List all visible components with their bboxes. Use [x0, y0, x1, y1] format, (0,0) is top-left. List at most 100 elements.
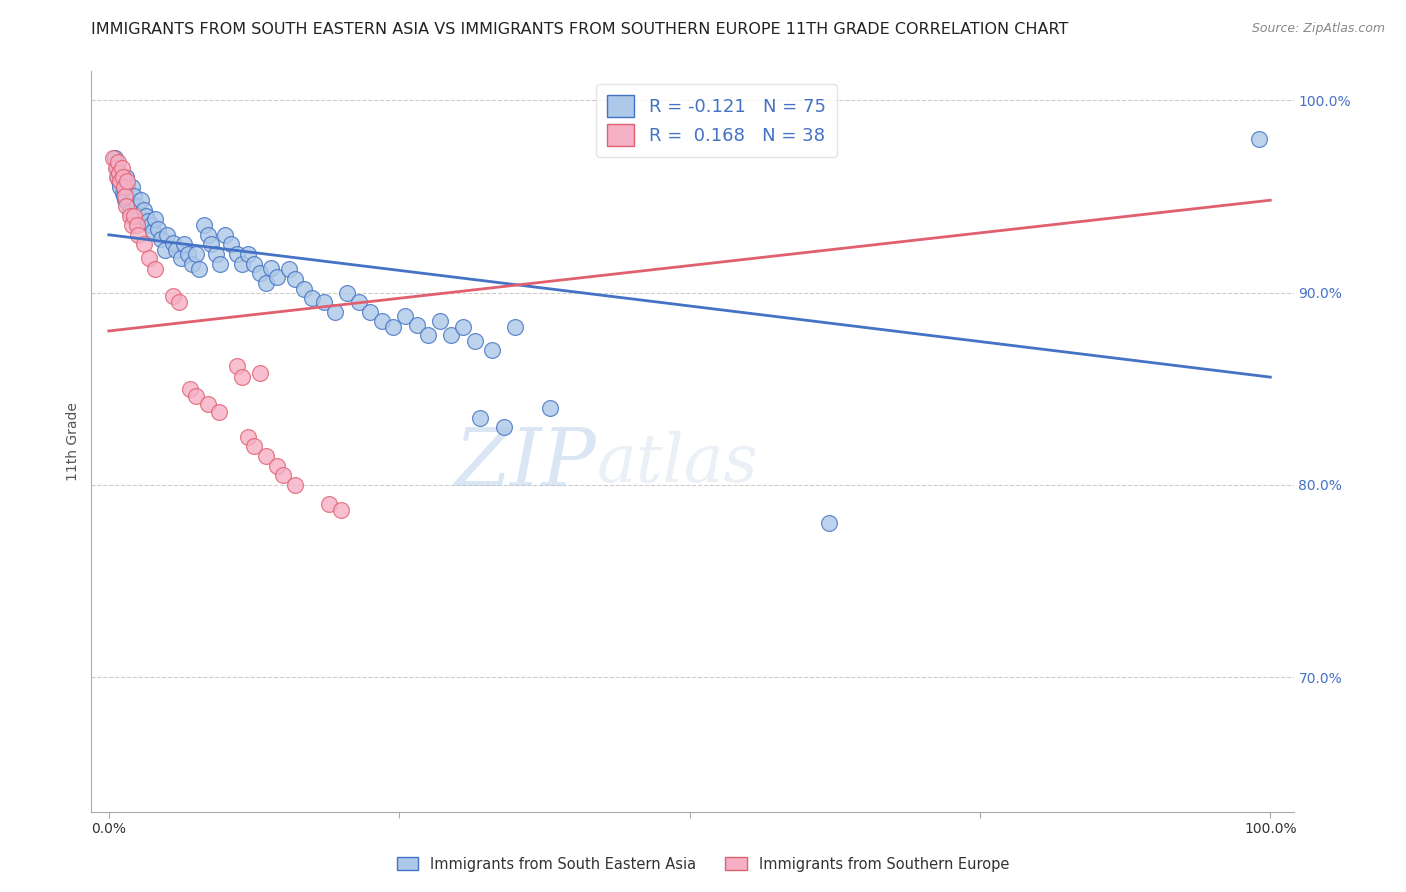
Point [142, 224, 165, 238]
Point [254, 276, 277, 290]
Point [200, 237, 222, 252]
Point [107, 170, 129, 185]
Point [124, 189, 146, 203]
Point [204, 247, 226, 261]
Point [136, 214, 159, 228]
Text: atlas: atlas [596, 431, 758, 496]
Point [118, 209, 141, 223]
Text: ZIP: ZIP [454, 425, 596, 502]
Point [238, 247, 260, 261]
Legend: R = -0.121   N = 75, R =  0.168   N = 38: R = -0.121 N = 75, R = 0.168 N = 38 [596, 84, 837, 157]
Point [111, 186, 134, 200]
Point [359, 304, 381, 318]
Point [209, 257, 232, 271]
Point [1247, 131, 1270, 145]
Point [266, 270, 288, 285]
Point [127, 227, 149, 242]
Point [418, 327, 440, 342]
Point [107, 154, 129, 169]
Point [405, 318, 427, 333]
Point [188, 262, 211, 277]
Point [115, 170, 138, 185]
Text: Source: ZipAtlas.com: Source: ZipAtlas.com [1251, 22, 1385, 36]
Point [184, 247, 207, 261]
Legend: Immigrants from South Eastern Asia, Immigrants from Southern Europe: Immigrants from South Eastern Asia, Immi… [391, 851, 1015, 878]
Point [110, 174, 132, 188]
Point [301, 291, 323, 305]
Point [125, 218, 148, 232]
Point [121, 179, 143, 194]
Point [146, 222, 169, 236]
Point [115, 199, 138, 213]
Point [117, 174, 139, 188]
Point [170, 251, 193, 265]
Point [156, 227, 179, 242]
Point [138, 251, 160, 265]
Point [197, 227, 219, 242]
Point [162, 289, 184, 303]
Point [470, 410, 492, 425]
Point [114, 189, 136, 203]
Point [110, 161, 132, 175]
Point [440, 327, 463, 342]
Point [249, 366, 271, 380]
Point [451, 320, 474, 334]
Point [162, 235, 184, 250]
Point [103, 151, 125, 165]
Point [112, 189, 135, 203]
Point [108, 174, 131, 188]
Point [173, 237, 195, 252]
Point [193, 218, 215, 232]
Point [197, 397, 219, 411]
Point [284, 272, 307, 286]
Point [243, 257, 266, 271]
Point [818, 516, 841, 531]
Point [266, 458, 288, 473]
Point [260, 260, 283, 275]
Point [312, 295, 335, 310]
Point [231, 370, 253, 384]
Point [131, 193, 153, 207]
Point [108, 166, 131, 180]
Point [505, 320, 527, 334]
Point [135, 209, 157, 223]
Point [238, 430, 260, 444]
Point [231, 257, 253, 271]
Point [184, 389, 207, 403]
Point [225, 359, 247, 373]
Point [538, 401, 561, 415]
Point [167, 295, 190, 310]
Point [271, 468, 294, 483]
Point [143, 262, 166, 277]
Point [132, 237, 155, 252]
Point [481, 343, 503, 358]
Point [249, 266, 271, 280]
Point [225, 247, 247, 261]
Point [347, 295, 370, 310]
Point [125, 199, 148, 213]
Point [330, 503, 353, 517]
Point [143, 212, 166, 227]
Point [277, 262, 299, 277]
Point [429, 314, 451, 328]
Point [177, 247, 200, 261]
Point [254, 449, 277, 463]
Point [464, 334, 486, 348]
Text: IMMIGRANTS FROM SOUTH EASTERN ASIA VS IMMIGRANTS FROM SOUTHERN EUROPE 11TH GRADE: IMMIGRANTS FROM SOUTH EASTERN ASIA VS IM… [91, 22, 1069, 37]
Point [117, 199, 139, 213]
Point [112, 179, 135, 194]
Point [105, 170, 128, 185]
Point [114, 193, 136, 207]
Point [150, 232, 173, 246]
Point [492, 420, 515, 434]
Point [284, 478, 307, 492]
Point [382, 320, 405, 334]
Point [336, 285, 359, 300]
Point [132, 202, 155, 217]
Point [214, 227, 236, 242]
Point [394, 309, 416, 323]
Point [104, 161, 127, 175]
Point [121, 218, 143, 232]
Point [181, 257, 204, 271]
Point [111, 170, 134, 185]
